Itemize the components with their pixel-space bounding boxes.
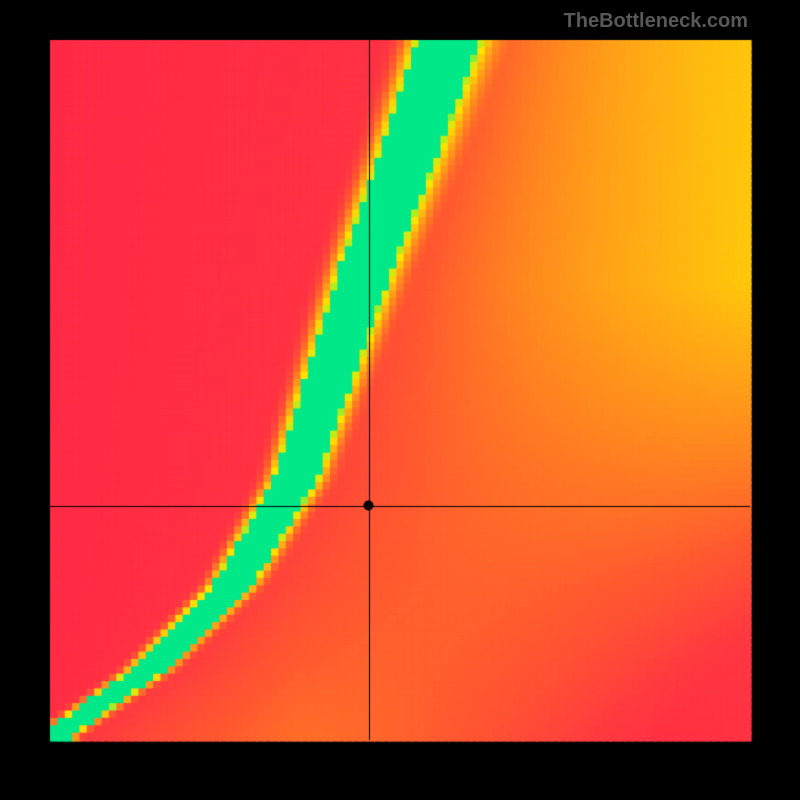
attribution-label: TheBottleneck.com <box>564 10 748 33</box>
crosshair-overlay <box>0 0 800 800</box>
chart-container: { "canvas": { "width": 800, "height": 80… <box>0 0 800 800</box>
